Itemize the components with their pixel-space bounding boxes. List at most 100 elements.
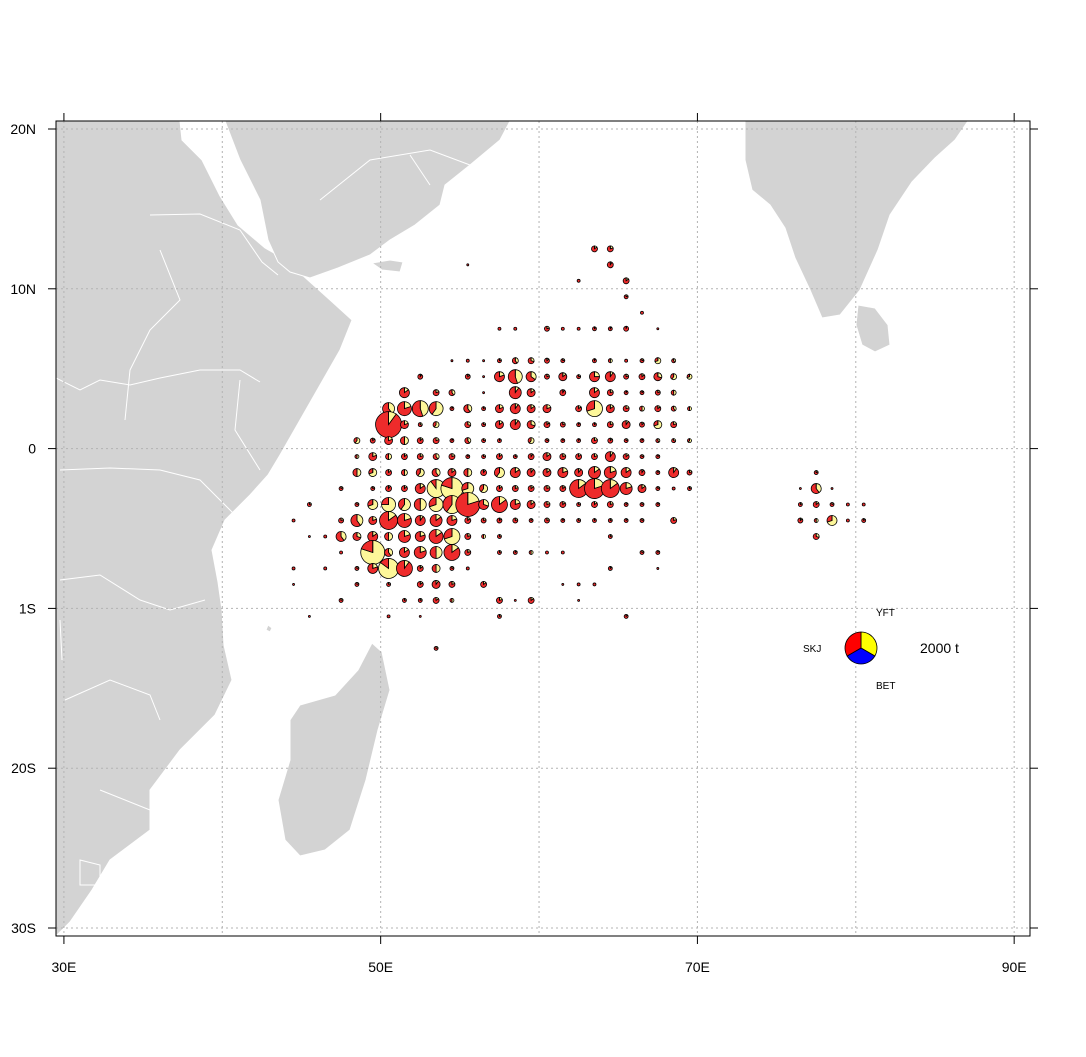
catch-pie <box>639 390 645 396</box>
catch-pie <box>600 479 620 498</box>
y-tick-label: 10N <box>10 281 36 297</box>
catch-pie <box>813 518 819 523</box>
catch-pie <box>512 550 518 555</box>
pie-dot <box>656 327 660 331</box>
catch-pie <box>589 371 600 383</box>
catch-pie <box>576 582 581 587</box>
catch-pie <box>607 534 613 539</box>
catch-pie <box>508 386 522 400</box>
catch-pie <box>360 540 386 565</box>
catch-pie <box>527 453 535 460</box>
pie-slice-skj <box>619 482 633 495</box>
catch-pie <box>576 518 582 523</box>
pie-dot <box>466 263 470 267</box>
catch-pie <box>623 294 629 300</box>
catch-pie <box>526 500 536 509</box>
catch-pie <box>639 454 645 459</box>
catch-pie <box>447 468 457 477</box>
catch-pie <box>398 498 411 511</box>
pie-dot <box>482 391 486 395</box>
catch-pie <box>384 548 393 557</box>
pie-slice-yft <box>381 497 396 512</box>
catch-pie <box>813 470 819 475</box>
catch-pie <box>576 422 581 427</box>
pie-dot <box>561 583 565 586</box>
catch-pie <box>623 373 630 380</box>
pie-slice-skj <box>443 528 453 540</box>
catch-pie <box>591 501 598 508</box>
y-tick-label: 1S <box>19 600 36 616</box>
pie-slice-skj <box>463 404 471 414</box>
x-tick-label: 30E <box>51 959 76 975</box>
axis-ticks: 30E 50E 70E 90E 20N 10N 0 1S 20S 30S <box>10 113 1038 975</box>
catch-pie <box>448 453 456 460</box>
catch-pie <box>479 484 488 493</box>
catch-pie <box>670 405 677 412</box>
catch-pie <box>443 528 461 545</box>
catch-pie <box>686 373 693 380</box>
catch-pie <box>559 501 567 508</box>
catch-pie <box>623 325 629 332</box>
catch-pie <box>559 453 567 460</box>
pie-dot <box>861 502 866 507</box>
catch-pie <box>655 502 661 507</box>
catch-pies <box>291 245 867 651</box>
catch-pie <box>545 550 549 555</box>
catch-pie <box>509 419 521 431</box>
catch-pie <box>432 453 440 460</box>
legend-scale-label: 2000 t <box>920 640 959 656</box>
catch-pie <box>352 468 362 477</box>
pie-slice-skj <box>653 420 659 427</box>
pie-slice-skj <box>384 548 392 557</box>
catch-pie <box>639 421 645 428</box>
catch-pie <box>671 438 677 443</box>
catch-pie <box>481 406 486 412</box>
catch-pie <box>639 438 645 443</box>
catch-pie <box>428 401 444 417</box>
catch-pie <box>623 613 629 619</box>
catch-pie <box>463 404 473 414</box>
catch-pie <box>495 404 504 414</box>
pie-dot <box>830 487 834 490</box>
catch-pie <box>384 436 393 445</box>
catch-pie <box>401 453 408 460</box>
comoros <box>265 624 273 633</box>
catch-pie <box>378 558 399 579</box>
catch-pie <box>464 421 472 429</box>
africa-arabia-landmass <box>56 121 353 936</box>
catch-pie <box>560 358 566 364</box>
catch-pie <box>623 438 629 443</box>
catch-pie <box>624 358 629 363</box>
catch-pie <box>494 467 505 478</box>
catch-pie <box>496 517 503 524</box>
catch-pie <box>560 438 566 443</box>
catch-pie <box>449 406 455 411</box>
pie-slice-skj <box>367 499 374 507</box>
catch-pie <box>478 499 490 510</box>
catch-pie <box>426 479 446 498</box>
catch-pie <box>845 502 850 507</box>
catch-pie <box>560 326 565 331</box>
pie-slice-skj <box>686 373 690 378</box>
catch-pie <box>671 358 677 364</box>
catch-pie <box>497 613 502 619</box>
pie-slice-skj <box>494 371 505 383</box>
catch-pie <box>335 531 347 542</box>
catch-pie <box>668 467 680 478</box>
pie-dot <box>513 326 518 331</box>
catch-pie <box>544 357 550 364</box>
catch-pie <box>623 518 629 523</box>
catch-pie <box>607 437 614 444</box>
catch-pie <box>323 534 328 539</box>
catch-pie <box>797 502 803 507</box>
pie-slice-skj <box>367 563 379 574</box>
catch-pie <box>431 564 441 573</box>
catch-pie <box>481 454 487 459</box>
catch-pie <box>622 453 630 460</box>
catch-pie <box>576 502 582 507</box>
pie-dot <box>576 326 581 331</box>
catch-pie <box>432 437 440 444</box>
catch-pie <box>527 485 535 492</box>
pie-dot <box>482 359 486 363</box>
pie-slice-skj <box>413 498 421 511</box>
